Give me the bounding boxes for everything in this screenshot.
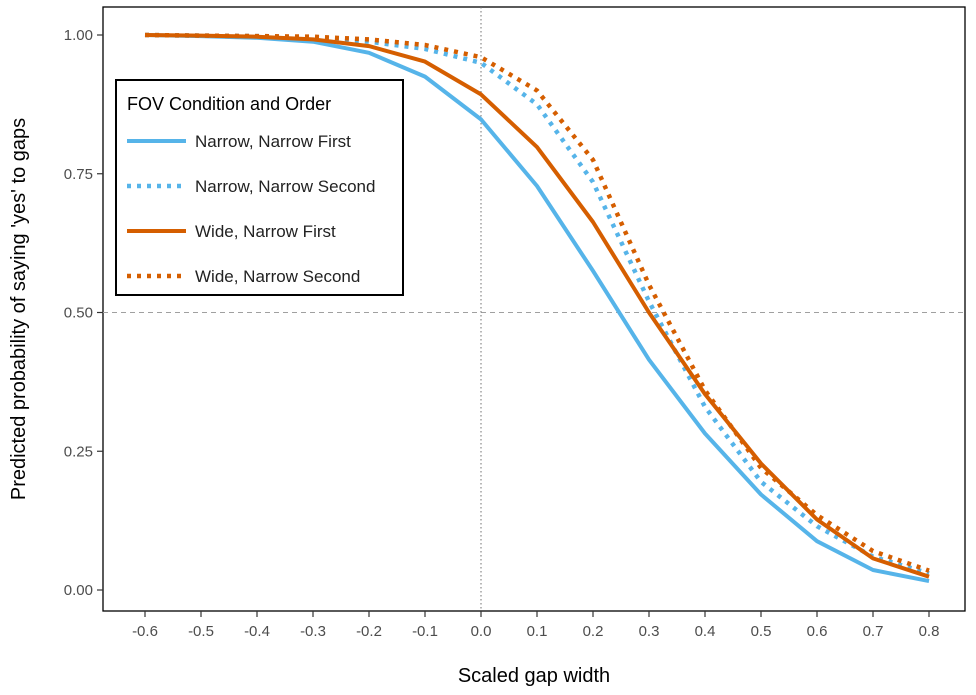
y-tick-label: 0.25 <box>64 443 93 460</box>
y-axis: 0.00 0.25 0.50 0.75 1.00 <box>64 27 103 599</box>
series-line-4 <box>144 32 930 573</box>
x-tick-label: -0.1 <box>412 623 438 640</box>
x-tick-label: 0.6 <box>807 623 828 640</box>
x-tick-label: -0.6 <box>132 623 158 640</box>
x-tick-label: -0.5 <box>188 623 214 640</box>
legend-label-1: Narrow, Narrow First <box>195 132 351 151</box>
x-tick-label: 0.3 <box>639 623 660 640</box>
y-axis-title: Predicted probability of saying 'yes' to… <box>8 118 30 500</box>
x-tick-label: 0.4 <box>695 623 716 640</box>
y-tick-label: 1.00 <box>64 27 93 44</box>
legend-label-3: Wide, Narrow First <box>195 222 336 241</box>
legend-title: FOV Condition and Order <box>127 94 331 114</box>
reference-lines <box>103 7 965 611</box>
legend: FOV Condition and Order Narrow, Narrow F… <box>115 79 404 296</box>
x-tick-label: 0.0 <box>471 623 492 640</box>
legend-label-2: Narrow, Narrow Second <box>195 177 375 196</box>
legend-entries: Narrow, Narrow First Narrow, Narrow Secon… <box>127 132 375 286</box>
x-tick-label: 0.8 <box>919 623 940 640</box>
x-tick-label: -0.4 <box>244 623 270 640</box>
y-tick-label: 0.50 <box>64 305 93 322</box>
x-tick-label: 0.2 <box>583 623 604 640</box>
x-axis: -0.6 -0.5 -0.4 -0.3 -0.2 -0.1 0.0 0.1 0.2 0.3 0.4 0… <box>132 611 939 640</box>
x-tick-label: 0.7 <box>863 623 884 640</box>
legend-label-4: Wide, Narrow Second <box>195 267 360 286</box>
x-axis-title: Scaled gap width <box>458 665 610 687</box>
y-tick-label: 0.00 <box>64 582 93 599</box>
series-lines <box>144 32 930 584</box>
x-tick-label: -0.2 <box>356 623 382 640</box>
y-tick-label: 0.75 <box>64 166 93 183</box>
x-tick-label: 0.5 <box>751 623 772 640</box>
x-tick-label: 0.1 <box>527 623 548 640</box>
legend-box <box>115 79 404 296</box>
x-tick-label: -0.3 <box>300 623 326 640</box>
